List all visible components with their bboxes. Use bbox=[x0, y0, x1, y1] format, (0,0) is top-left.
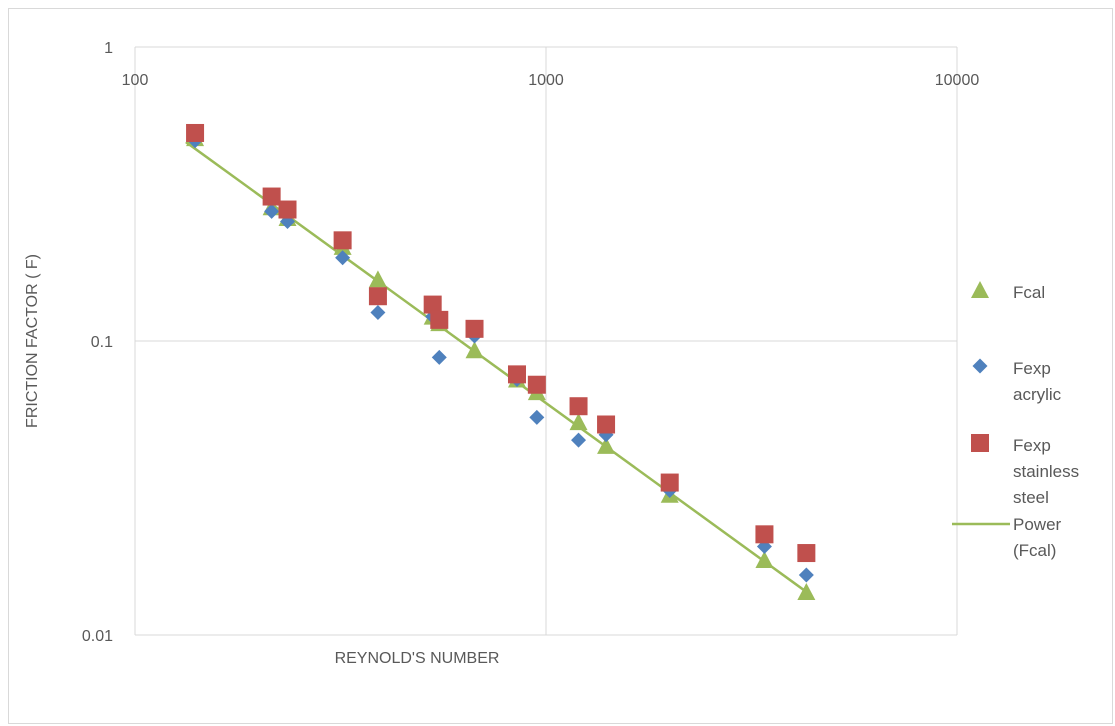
legend-label: Fexp bbox=[1013, 436, 1051, 455]
point-diamond bbox=[571, 432, 587, 448]
legend-label: Power bbox=[1013, 515, 1062, 534]
x-tick-label: 10000 bbox=[935, 72, 980, 89]
point-diamond bbox=[431, 349, 447, 365]
x-tick-label: 1000 bbox=[528, 72, 564, 89]
point-square bbox=[755, 525, 774, 544]
legend-label: acrylic bbox=[1013, 385, 1062, 404]
point-diamond bbox=[529, 409, 545, 425]
point-square bbox=[660, 473, 679, 492]
gridlines bbox=[134, 46, 958, 636]
series-square bbox=[186, 123, 816, 563]
point-diamond bbox=[335, 250, 351, 266]
legend-label: steel bbox=[1013, 488, 1049, 507]
x-axis-title: REYNOLD'S NUMBER bbox=[335, 650, 500, 667]
point-diamond bbox=[264, 203, 280, 219]
y-tick-label: 0.01 bbox=[82, 628, 113, 645]
legend-label: stainless bbox=[1013, 462, 1079, 481]
legend-swatch-triangle bbox=[971, 281, 989, 298]
data-points bbox=[186, 123, 816, 601]
y-axis-title: FRICTION FACTOR ( F) bbox=[24, 254, 41, 428]
legend-swatch-diamond bbox=[972, 358, 988, 374]
legend-label: (Fcal) bbox=[1013, 541, 1056, 560]
point-square bbox=[430, 310, 449, 329]
point-square bbox=[569, 397, 588, 416]
point-square bbox=[423, 295, 442, 314]
legend-label: Fcal bbox=[1013, 283, 1045, 302]
legend: Fcal Fexp acrylic Fexp stainless steel Power (F… bbox=[952, 281, 1079, 560]
point-triangle bbox=[569, 413, 588, 431]
y-tick-label: 0.1 bbox=[91, 334, 113, 351]
point-triangle bbox=[368, 270, 387, 288]
point-square bbox=[507, 365, 526, 384]
point-square bbox=[527, 375, 546, 394]
point-square bbox=[797, 544, 816, 563]
point-square bbox=[278, 200, 297, 219]
legend-label: Fexp bbox=[1013, 359, 1051, 378]
tick-labels: 100 1000 10000 1 0.1 0.01 bbox=[82, 40, 979, 645]
point-triangle bbox=[597, 436, 616, 454]
point-square bbox=[597, 415, 616, 434]
point-square bbox=[186, 123, 205, 142]
point-square bbox=[262, 187, 281, 206]
point-square bbox=[368, 287, 387, 306]
point-square bbox=[333, 231, 352, 250]
legend-swatch-square bbox=[971, 434, 989, 452]
x-tick-label: 100 bbox=[122, 72, 149, 89]
point-triangle bbox=[797, 583, 816, 601]
point-triangle bbox=[755, 550, 774, 568]
y-tick-label: 1 bbox=[104, 40, 113, 57]
point-diamond bbox=[370, 305, 386, 321]
point-triangle bbox=[465, 341, 484, 359]
point-diamond bbox=[798, 567, 814, 583]
point-square bbox=[465, 319, 484, 338]
